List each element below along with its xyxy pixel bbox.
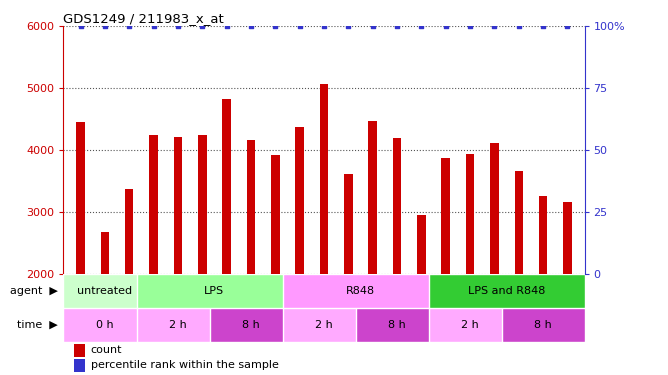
Point [343,23,353,29]
Text: 8 h: 8 h [388,320,406,330]
Text: 8 h: 8 h [534,320,552,330]
Point [562,23,572,29]
Point [416,23,427,29]
Point [440,23,451,29]
Point [489,23,500,29]
Bar [502,308,584,342]
Bar [246,140,255,375]
Bar [393,138,401,375]
Bar [320,84,328,375]
Bar [295,127,304,375]
Text: count: count [91,345,122,355]
Point [100,23,110,29]
Bar [369,121,377,375]
Point [270,23,281,29]
Text: time  ▶: time ▶ [17,320,58,330]
Bar [539,196,547,375]
Bar [198,135,206,375]
Point [75,23,86,29]
Text: untreated: untreated [77,286,132,296]
Bar [466,154,474,375]
Bar [442,158,450,375]
Point [172,23,183,29]
Bar [74,359,86,372]
Text: 2 h: 2 h [169,320,187,330]
Bar [222,99,231,375]
Point [514,23,524,29]
Bar [429,274,584,308]
Point [221,23,232,29]
Text: 2 h: 2 h [315,320,333,330]
Text: 8 h: 8 h [242,320,260,330]
Text: LPS and R848: LPS and R848 [468,286,545,296]
Point [391,23,402,29]
Bar [63,308,146,342]
Bar [283,274,438,308]
Bar [355,308,438,342]
Point [465,23,476,29]
Bar [149,135,158,375]
Text: LPS: LPS [204,286,224,296]
Point [367,23,378,29]
Bar [136,274,293,308]
Point [197,23,208,29]
Text: 2 h: 2 h [461,320,479,330]
Bar [490,143,499,375]
Point [538,23,548,29]
Text: agent  ▶: agent ▶ [11,286,58,296]
Bar [429,308,512,342]
Bar [210,308,293,342]
Bar [136,308,219,342]
Point [124,23,134,29]
Bar [271,155,279,375]
Bar [76,122,85,375]
Bar [563,202,572,375]
Bar [174,137,182,375]
Point [246,23,257,29]
Bar [283,308,365,342]
Bar [125,189,134,375]
Text: 0 h: 0 h [96,320,114,330]
Bar [344,174,353,375]
Text: GDS1249 / 211983_x_at: GDS1249 / 211983_x_at [63,12,224,25]
Bar [63,274,146,308]
Bar [74,344,86,357]
Point [148,23,159,29]
Bar [101,232,109,375]
Text: R848: R848 [346,286,375,296]
Point [295,23,305,29]
Point [319,23,329,29]
Bar [417,214,426,375]
Bar [514,171,523,375]
Text: percentile rank within the sample: percentile rank within the sample [91,360,279,370]
